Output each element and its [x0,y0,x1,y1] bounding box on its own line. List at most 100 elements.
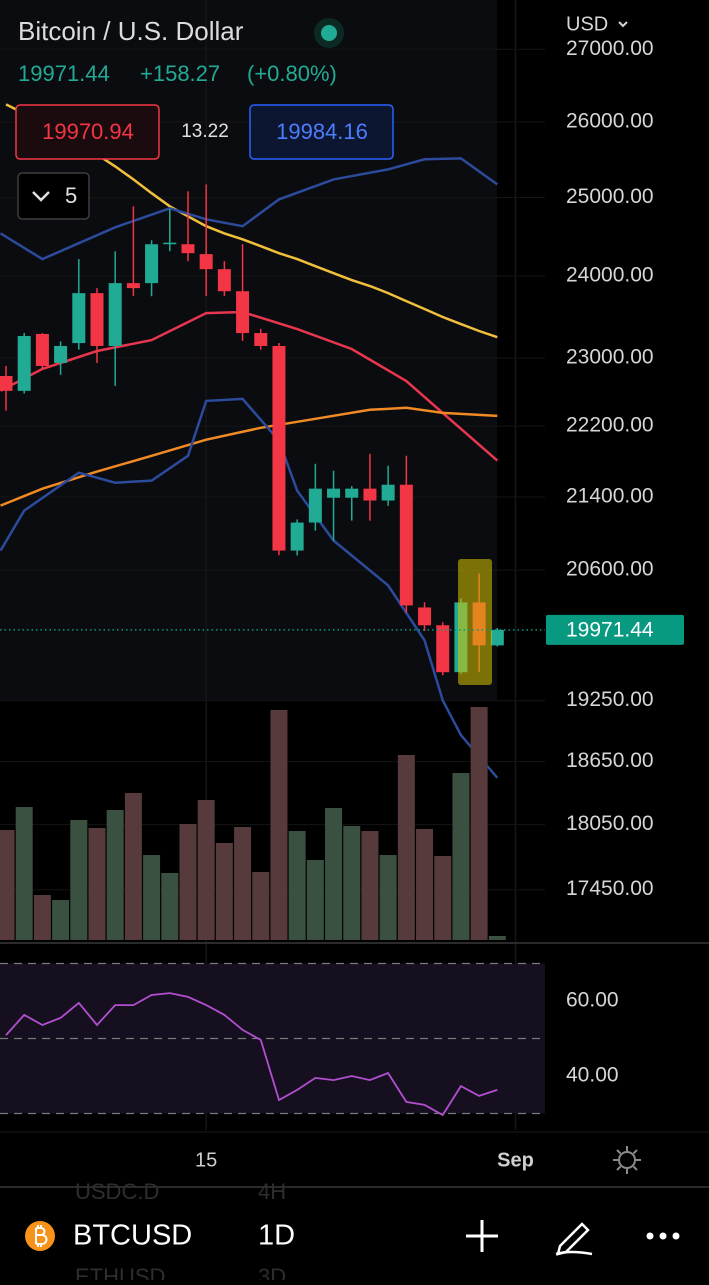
candle-body [17,336,31,391]
candle-body [145,244,159,284]
rsi-line [5,992,498,1117]
volume-bar [0,830,15,940]
volume-bar [179,824,197,940]
y-tick-label: 60.00 [566,989,619,1012]
candle-body [126,283,140,289]
pencil-stroke [555,1250,593,1256]
volume-bar [397,755,415,940]
draw-button[interactable] [555,1222,593,1256]
volume-bar [288,831,306,940]
volume-bar [252,872,270,940]
y-tick-label: 27000.00 [566,37,654,60]
indicator-box [17,172,90,220]
currency-chevron [618,21,628,28]
ghost-interval: 3D [258,1264,286,1280]
volume-bar [88,828,106,940]
y-tick-label: 25000.00 [566,185,654,208]
buy-box [249,104,394,160]
volume-bar [434,856,452,940]
candle-body [54,345,68,363]
price-change: +158.27 [140,61,220,86]
price-change-percent: (+0.80%) [247,61,337,86]
symbol-button[interactable]: BTCUSD [25,1220,192,1252]
candle-body [436,625,450,673]
status-dot [321,25,337,41]
indicator-line [0,397,499,779]
candle-body [0,375,13,391]
symbol: BTCUSD [73,1220,192,1252]
dot [646,1232,654,1240]
last-price-label: 19971.44 [566,618,654,641]
volume-bar [488,936,506,940]
symbol-title: Bitcoin / U.S. Dollar [18,16,244,46]
volume-bar [270,710,288,940]
spread: 13.22 [181,121,229,142]
volume-bar [215,843,233,940]
indicator-count: 5 [65,183,77,208]
interval-button[interactable]: 1D [258,1220,295,1252]
volume-bar [416,829,434,940]
candle-body [236,291,250,334]
candle-body [399,484,413,606]
dot [672,1232,680,1240]
sell-button[interactable]: 19970.94 [15,104,160,160]
y-tick-label: 18650.00 [566,749,654,772]
buy-button[interactable]: 19984.16 [249,104,394,160]
y-tick-label: 26000.00 [566,109,654,132]
candle-body [272,345,286,551]
candle-body [490,629,504,646]
chevron-icon [32,191,50,202]
candle-body [72,293,86,344]
more-button[interactable] [646,1232,680,1240]
y-tick-label: 21400.00 [566,484,654,507]
gear-ring [618,1151,636,1169]
x-tick-label: Sep [497,1149,534,1171]
y-tick-label: 17450.00 [566,877,654,900]
candle-body [345,488,359,498]
ghost-symbol: USDC.D [75,1179,159,1204]
volume-bar [470,707,488,940]
volume-bar [234,827,252,940]
y-tick-label: 19250.00 [566,688,654,711]
volume-bar [306,860,324,940]
volume-bar [325,808,343,940]
settings-icon[interactable] [613,1146,641,1174]
time-axis: 15 Sep [195,1149,534,1171]
indicator-toggle[interactable]: 5 [17,172,90,220]
dot [659,1232,667,1240]
price-overlay: 27000.00 26000.00 25000.00 24000.00 23000.00… [0,37,684,900]
volume-bar [161,873,179,940]
candle-body [108,283,122,346]
rsi-panel: 60.00 40.00 [0,962,619,1117]
ghost-symbol: ETHUSD [75,1264,165,1280]
volume-bar [70,820,88,940]
sell-box [15,104,160,160]
y-tick-label: 24000.00 [566,264,654,287]
y-tick-label: 40.00 [566,1064,619,1087]
candle-body [181,244,195,254]
currency-selector[interactable]: USD [558,8,638,40]
volume-bar [379,855,397,940]
volume-bar [343,826,361,940]
y-tick-label: 22200.00 [566,414,654,437]
candle-body [163,242,177,245]
price-panel [0,0,545,1130]
candle-body [327,488,341,498]
candle-body [418,607,432,626]
volume-bar [143,855,161,940]
bitcoin-glyph [35,1225,48,1247]
y-tick-label: 20600.00 [566,558,654,581]
candle-body [254,333,268,346]
currency: USD [566,13,608,35]
y-tick-label: 23000.00 [566,346,654,369]
volume-bar [33,895,51,940]
candle-body [217,269,231,292]
candle-body [35,333,49,366]
candle-body [381,484,395,501]
volume-bar [452,773,470,940]
y-tick-label: 18050.00 [566,812,654,835]
add-button[interactable] [466,1220,498,1252]
candle-body [290,522,304,551]
